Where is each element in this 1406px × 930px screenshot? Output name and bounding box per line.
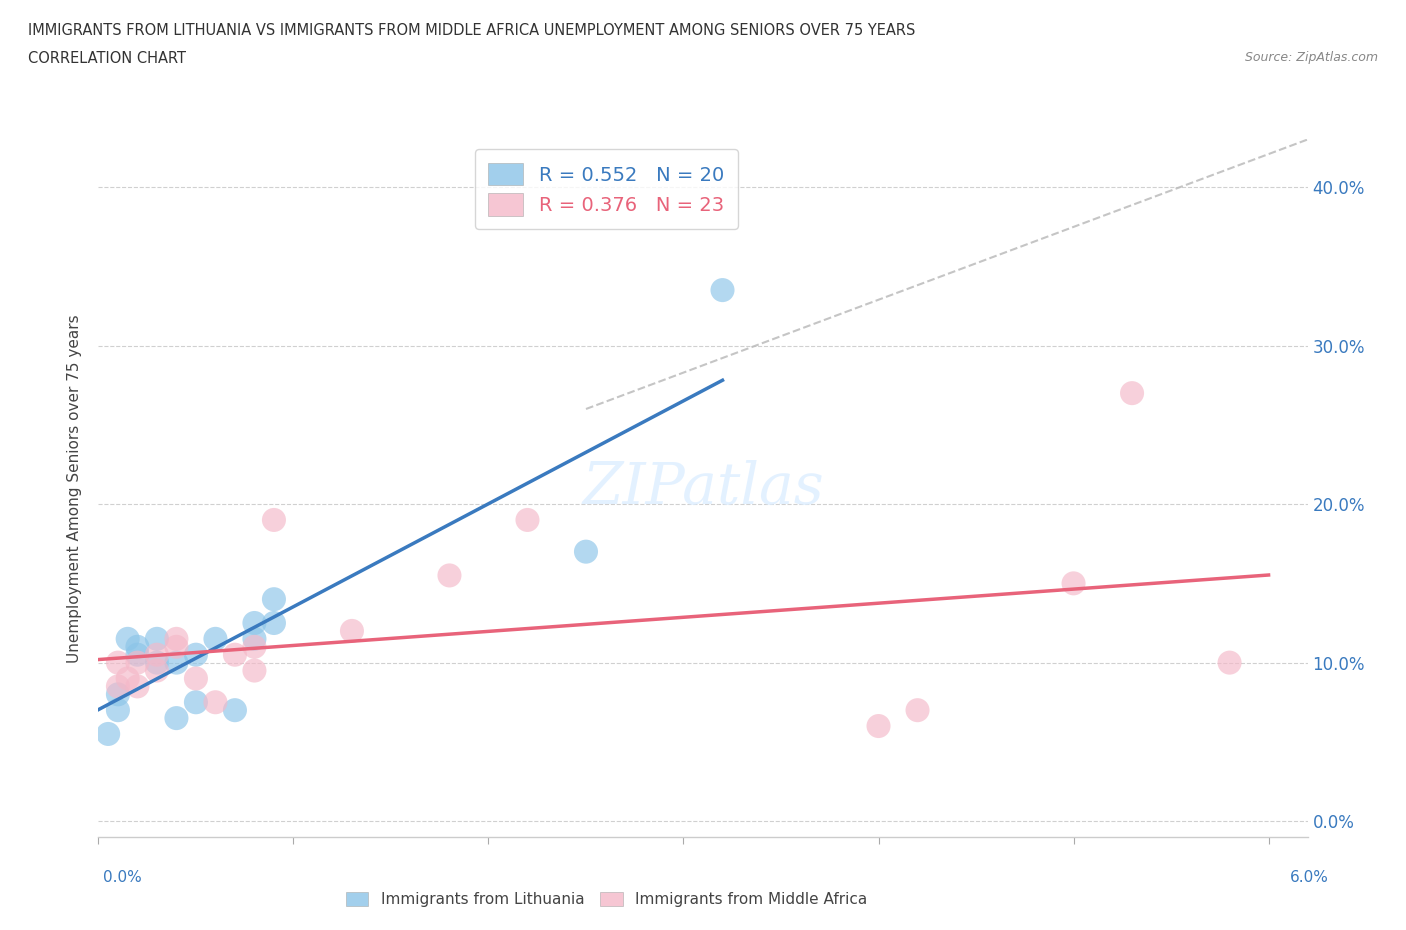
Point: [439, 568, 461, 583]
Point: [224, 647, 246, 662]
Point: [107, 655, 129, 670]
Text: CORRELATION CHART: CORRELATION CHART: [28, 51, 186, 66]
Point: [146, 663, 169, 678]
Point: [127, 639, 149, 654]
Point: [243, 631, 266, 646]
Point: [711, 283, 734, 298]
Point: [340, 623, 363, 638]
Text: 0.0%: 0.0%: [103, 870, 142, 884]
Point: [204, 631, 226, 646]
Point: [107, 679, 129, 694]
Point: [117, 631, 139, 646]
Text: IMMIGRANTS FROM LITHUANIA VS IMMIGRANTS FROM MIDDLE AFRICA UNEMPLOYMENT AMONG SE: IMMIGRANTS FROM LITHUANIA VS IMMIGRANTS …: [28, 23, 915, 38]
Point: [146, 631, 169, 646]
Y-axis label: Unemployment Among Seniors over 75 years: Unemployment Among Seniors over 75 years: [67, 314, 83, 662]
Point: [165, 639, 187, 654]
Text: ZIPatlas: ZIPatlas: [582, 460, 824, 516]
Point: [127, 655, 149, 670]
Point: [204, 695, 226, 710]
Legend: Immigrants from Lithuania, Immigrants from Middle Africa: Immigrants from Lithuania, Immigrants fr…: [339, 885, 873, 913]
Point: [146, 647, 169, 662]
Point: [1121, 386, 1143, 401]
Point: [243, 616, 266, 631]
Text: 6.0%: 6.0%: [1289, 870, 1329, 884]
Point: [243, 663, 266, 678]
Point: [165, 631, 187, 646]
Point: [868, 719, 890, 734]
Point: [575, 544, 598, 559]
Text: Source: ZipAtlas.com: Source: ZipAtlas.com: [1244, 51, 1378, 64]
Point: [184, 671, 207, 686]
Point: [263, 616, 285, 631]
Point: [516, 512, 538, 527]
Point: [165, 711, 187, 725]
Point: [263, 512, 285, 527]
Point: [107, 703, 129, 718]
Point: [907, 703, 929, 718]
Point: [165, 655, 187, 670]
Point: [127, 647, 149, 662]
Point: [243, 639, 266, 654]
Point: [146, 655, 169, 670]
Point: [117, 671, 139, 686]
Point: [184, 695, 207, 710]
Point: [127, 679, 149, 694]
Point: [224, 703, 246, 718]
Point: [263, 591, 285, 606]
Point: [97, 726, 120, 741]
Point: [184, 647, 207, 662]
Point: [1063, 576, 1085, 591]
Point: [107, 687, 129, 702]
Point: [1219, 655, 1241, 670]
